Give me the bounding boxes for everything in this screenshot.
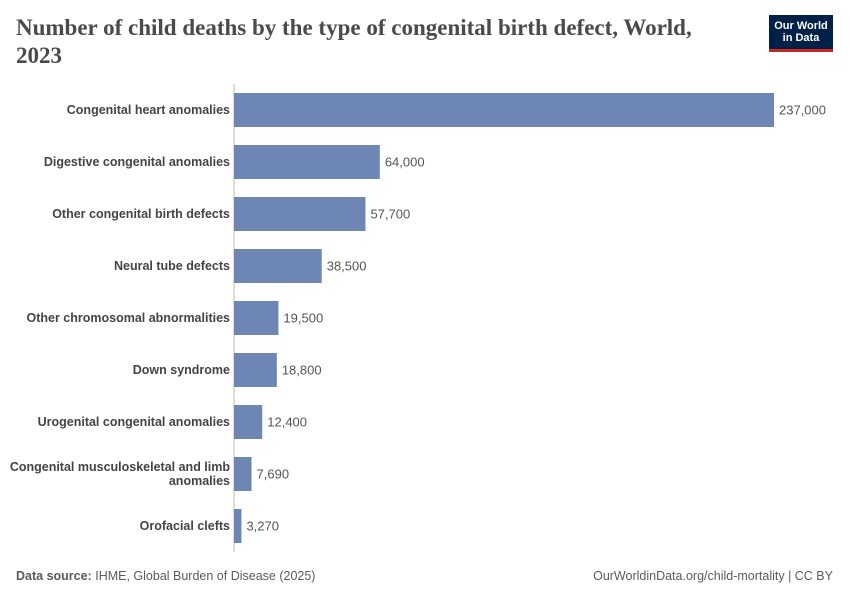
source-label: Data source: (16, 569, 92, 583)
category-label: Congenital heart anomalies (66, 103, 230, 117)
source: Data source: IHME, Global Burden of Dise… (16, 569, 315, 583)
category-label: Urogenital congenital anomalies (37, 415, 230, 429)
bar (234, 405, 263, 439)
category-label: Other chromosomal abnormalities (26, 311, 230, 325)
bar (234, 145, 380, 179)
category-label: Digestive congenital anomalies (43, 155, 230, 169)
logo-line: in Data (782, 32, 820, 44)
source-text: IHME, Global Burden of Disease (2025) (95, 569, 316, 583)
bar (234, 457, 252, 491)
category-label: Down syndrome (132, 363, 230, 377)
bar (234, 197, 366, 231)
bar (234, 249, 322, 283)
bar (234, 353, 277, 387)
value-label: 64,000 (384, 154, 425, 170)
logo[interactable]: Our World in Data (769, 15, 833, 52)
value-label: 57,700 (370, 206, 411, 222)
value-label: 237,000 (779, 102, 826, 118)
value-label: 12,400 (267, 414, 308, 430)
category-label: Other congenital birth defects (52, 207, 230, 221)
category-label: Congenital musculoskeletal and limb anom… (9, 460, 230, 488)
value-label: 3,270 (246, 518, 279, 534)
value-label: 7,690 (256, 466, 290, 482)
bar (234, 93, 774, 127)
bar (234, 509, 242, 543)
value-label: 18,800 (281, 362, 322, 378)
value-label: 38,500 (326, 258, 367, 274)
chart-title: Number of child deaths by the type of co… (16, 15, 692, 68)
logo-line: Our World (774, 20, 828, 32)
bar (234, 301, 279, 335)
value-label: 19,500 (283, 310, 324, 326)
category-label: Orofacial clefts (139, 519, 230, 533)
category-label: Neural tube defects (113, 259, 230, 273)
credit[interactable]: OurWorldinData.org/child-mortality | CC … (593, 569, 833, 583)
